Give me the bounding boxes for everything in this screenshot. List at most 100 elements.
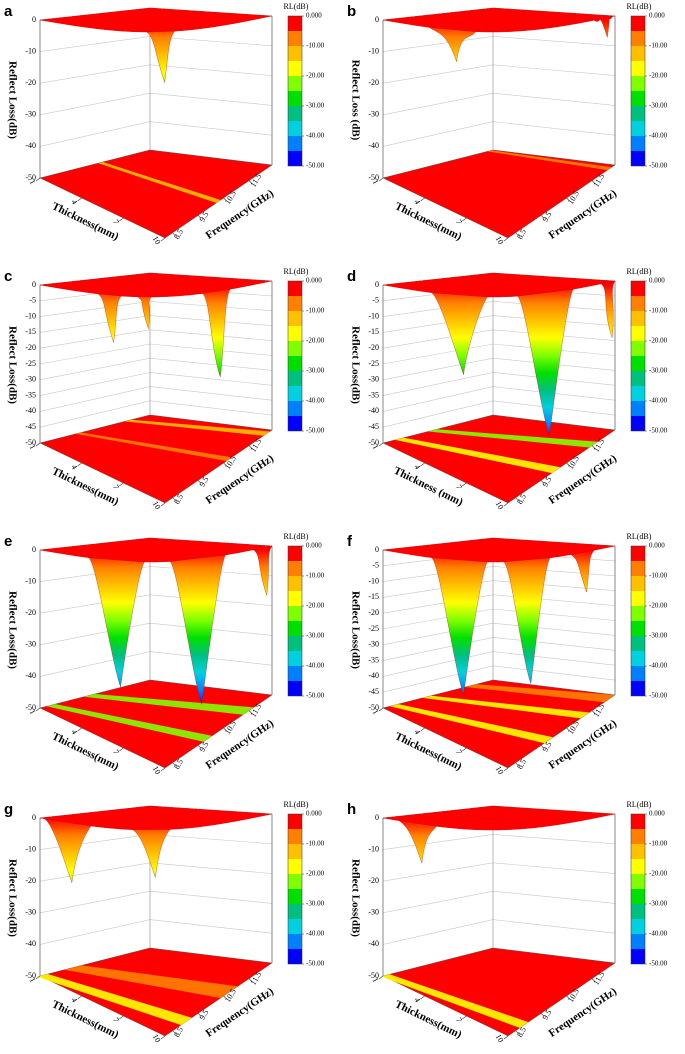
y-tick — [172, 762, 176, 766]
x-tick-label: 7 — [111, 218, 121, 226]
colorbar-band — [288, 76, 302, 91]
z-tick-label: -20 — [25, 608, 36, 617]
colorbar-tick-label: -30.00 — [649, 102, 668, 110]
z-tick-label: -50 — [368, 703, 379, 712]
z-tick-label: -30 — [25, 110, 36, 119]
floor-band — [487, 150, 612, 171]
colorbar-band — [288, 606, 302, 621]
panel-label: d — [347, 268, 356, 285]
x-tick — [378, 975, 384, 980]
x-tick-label: 1 — [28, 178, 38, 186]
colorbar-band — [631, 829, 645, 844]
colorbar-band — [631, 934, 645, 949]
z-tick-label: -35 — [368, 655, 379, 664]
colorbar-tick-label: -20.00 — [649, 72, 668, 80]
y-tick-label: 9.5 — [198, 740, 211, 753]
floor-map — [382, 947, 616, 1037]
colorbar-title: RL(dB) — [627, 800, 652, 809]
y-tick-label: 8.5 — [172, 228, 185, 241]
x-tick — [160, 767, 166, 772]
panel-label: f — [347, 533, 353, 550]
y-tick — [540, 215, 545, 219]
y-tick — [197, 1013, 202, 1017]
surface-valley — [44, 818, 92, 883]
z-tick-label: -50 — [25, 703, 36, 712]
colorbar-frame — [630, 15, 646, 167]
colorbar-tick-label: -50.00 — [306, 960, 325, 968]
floor-map — [382, 149, 616, 239]
x-tick-label: 7 — [454, 748, 464, 756]
colorbar-band — [631, 106, 645, 121]
back-wall — [383, 8, 493, 178]
colorbar-tick-label: -30.00 — [306, 102, 325, 110]
x-tick — [503, 767, 509, 772]
x-tick — [35, 707, 41, 712]
colorbar-tick-label: -30.00 — [649, 900, 668, 908]
z-tick-label: -40 — [25, 406, 36, 415]
colorbar-tick-label: 0.000 — [649, 12, 665, 20]
x-tick-label: 1 — [371, 976, 381, 984]
colorbar-band — [631, 681, 645, 696]
x-tick — [462, 747, 467, 752]
x-tick-label: 7 — [454, 1016, 464, 1024]
surface-valley — [136, 296, 152, 329]
x-tick — [503, 237, 509, 242]
x-tick — [119, 217, 124, 222]
panel: 0 -5 -10 -15 -20 -25 -30 -35 -40 -45 -501 4 7 10 8.5 9.… — [4, 267, 325, 511]
colorbar-band — [631, 151, 645, 166]
colorbar-band — [288, 829, 302, 844]
surface-valley — [132, 829, 171, 878]
y-tick — [515, 762, 519, 766]
x-tick-label: 7 — [111, 483, 121, 491]
colorbar-band — [631, 46, 645, 61]
y-tick — [515, 497, 519, 501]
floor-band — [428, 429, 598, 448]
colorbar-band — [288, 371, 302, 386]
z-axis-label: Reflect Loss(dB) — [6, 61, 18, 139]
y-tick — [540, 1013, 545, 1017]
colorbar-band — [288, 356, 302, 371]
colorbar-band — [288, 576, 302, 591]
colorbar-band — [288, 281, 302, 296]
floor-band — [395, 437, 561, 474]
y-tick — [197, 745, 202, 749]
x-tick-label: 10 — [151, 764, 163, 775]
y-tick — [591, 978, 596, 982]
colorbar-tick-label: -30.00 — [649, 367, 668, 375]
z-axis-label: Reflect Loss(dB) — [6, 326, 18, 404]
z-tick-label: -45 — [368, 422, 379, 431]
colorbar-tick-label: 0.000 — [649, 277, 665, 285]
z-axis-label: Reflect Loss (dB) — [349, 60, 361, 141]
y-tick — [248, 978, 253, 982]
colorbar-tick-label: -10.00 — [306, 840, 325, 848]
colorbar-band — [288, 934, 302, 949]
y-tick — [172, 497, 176, 501]
colorbar-title: RL(dB) — [627, 532, 652, 541]
colorbar-frame — [630, 280, 646, 432]
colorbar-tick-label: -30.00 — [649, 632, 668, 640]
x-tick — [77, 462, 82, 467]
y-tick — [223, 462, 227, 467]
colorbar-band — [631, 16, 645, 31]
x-tick — [378, 177, 384, 182]
z-tick-label: -40 — [368, 141, 379, 150]
colorbar-tick-label: 0.000 — [306, 542, 322, 550]
colorbar-title: RL(dB) — [284, 800, 309, 809]
colorbar-title: RL(dB) — [284, 267, 309, 276]
colorbar-band — [288, 889, 302, 904]
x-tick — [503, 1035, 509, 1040]
surface-valley — [399, 820, 437, 864]
z-tick-label: -15 — [25, 327, 36, 336]
x-tick-label: 10 — [494, 764, 506, 775]
z-tick-label: -40 — [368, 671, 379, 680]
colorbar-band — [288, 919, 302, 934]
colorbar-tick-label: -50.00 — [306, 692, 325, 700]
colorbar-band — [288, 814, 302, 829]
colorbar-tick-label: -20.00 — [649, 337, 668, 345]
x-tick — [77, 995, 82, 1000]
z-tick-label: -50 — [25, 173, 36, 182]
x-tick-label: 4 — [412, 728, 422, 736]
z-tick-label: -30 — [368, 375, 379, 384]
x-tick-label: 4 — [412, 463, 422, 471]
